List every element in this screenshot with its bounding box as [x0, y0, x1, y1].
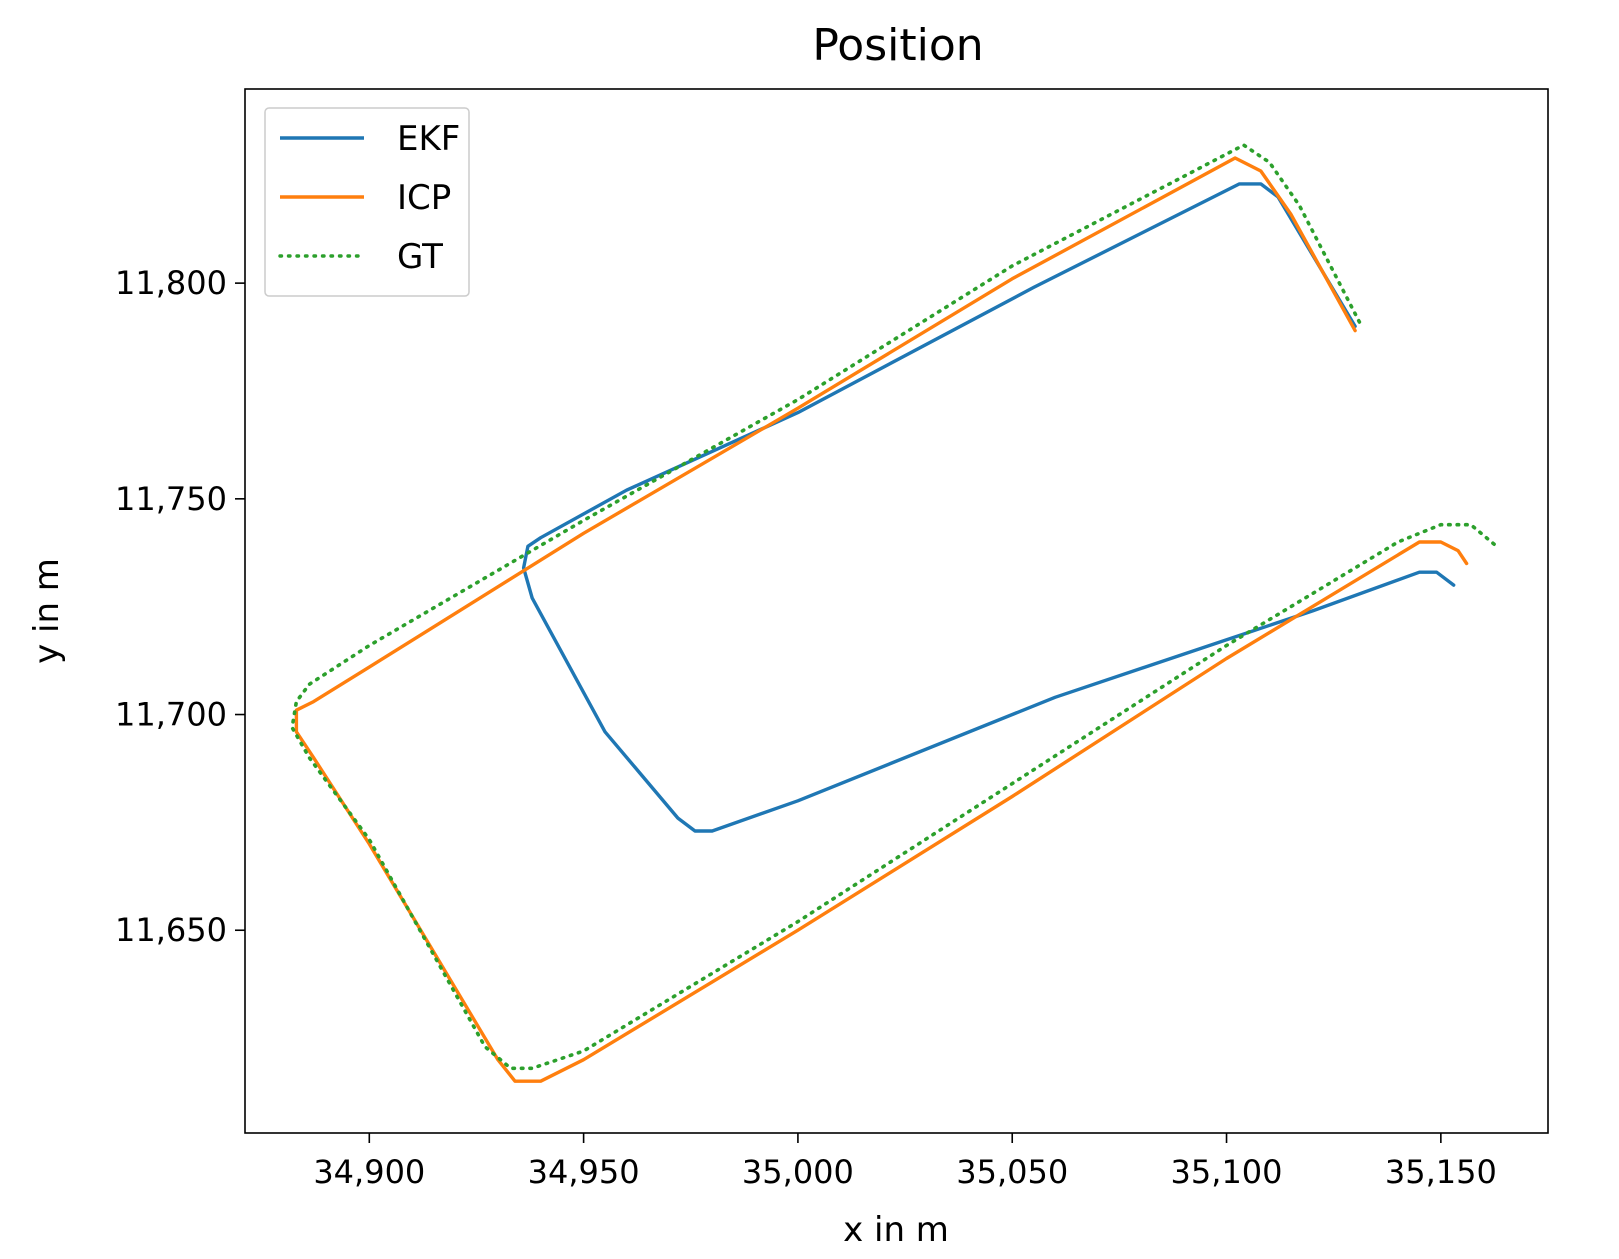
y-tick-label: 11,750: [115, 480, 227, 518]
x-tick-label: 35,050: [956, 1153, 1068, 1191]
series-line-gt: [290, 143, 1499, 1071]
x-tick-label: 35,000: [742, 1153, 854, 1191]
x-axis-label: x in m: [843, 1210, 949, 1250]
chart-title: Position: [812, 20, 983, 71]
y-axis-label: y in m: [27, 558, 67, 664]
x-tick-label: 34,950: [528, 1153, 640, 1191]
series-line-icp: [294, 156, 1469, 1083]
x-tick-label: 35,150: [1385, 1153, 1497, 1191]
y-tick-label: 11,700: [115, 696, 227, 734]
y-tick-label: 11,650: [115, 911, 227, 949]
legend-box: [264, 107, 470, 297]
series-line-ekf: [521, 182, 1456, 833]
plot-area: [244, 88, 1549, 1134]
x-axis: 34,900 34,950 35,000 35,050 35,100 35,150: [313, 1133, 1497, 1191]
plot-frame: [244, 88, 1549, 1134]
legend-label-icp: ICP: [397, 178, 451, 218]
y-tick-label: 11,800: [115, 264, 227, 302]
y-axis: 11,650 11,700 11,750 11,800: [115, 264, 245, 949]
x-tick-label: 34,900: [313, 1153, 425, 1191]
legend-label-gt: GT: [397, 237, 443, 277]
legend-label-ekf: EKF: [397, 119, 460, 159]
legend: EKF ICP GT: [264, 107, 470, 297]
x-tick-label: 35,100: [1171, 1153, 1283, 1191]
